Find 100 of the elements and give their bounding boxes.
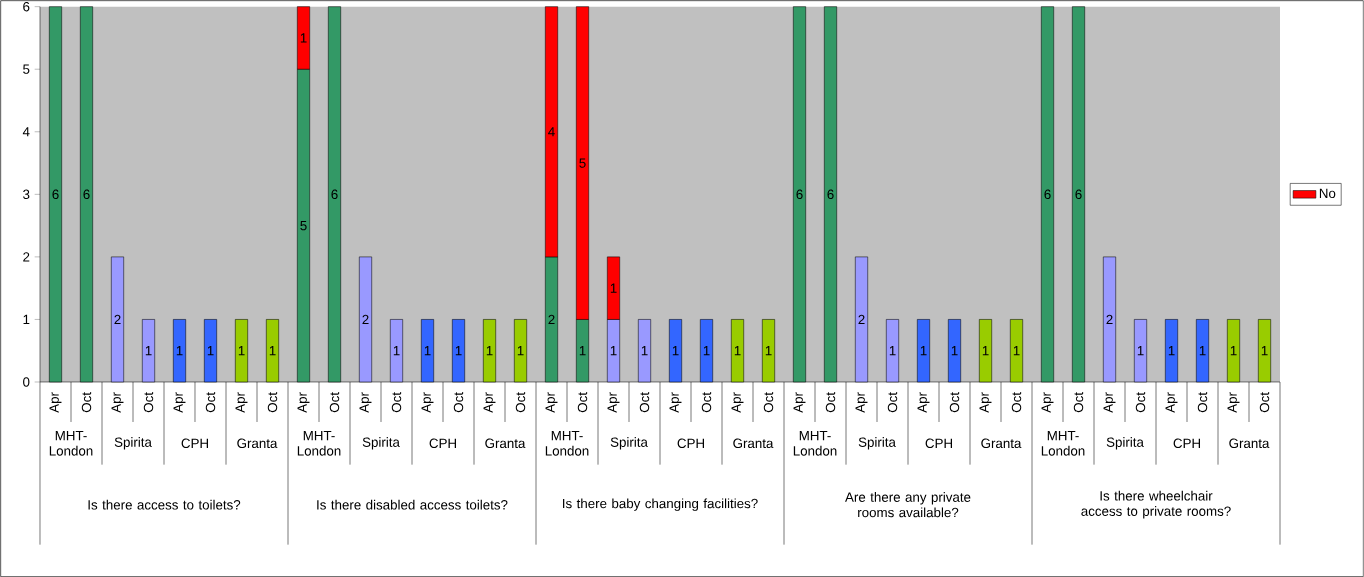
x-tick-label: Oct xyxy=(81,391,92,412)
data-label: 1 xyxy=(455,345,462,356)
text: MHT-London xyxy=(49,430,93,456)
text: CPH xyxy=(181,438,208,448)
x-tick-label: Oct xyxy=(205,391,216,412)
data-label: 2 xyxy=(1106,314,1113,324)
text: Is there wheelchair access to private rooms? xyxy=(1081,490,1231,519)
text: Is there baby changing facilities? xyxy=(563,498,758,511)
data-label: 1 xyxy=(517,345,524,356)
x-tick-label: Oct xyxy=(577,391,588,412)
data-label: 2 xyxy=(548,314,555,324)
y-tick-label: 4 xyxy=(22,127,30,137)
data-label: 1 xyxy=(393,345,400,356)
text: Granta xyxy=(981,438,1022,448)
data-label: 6 xyxy=(1075,189,1082,199)
x-tick-label: Oct xyxy=(1073,391,1084,412)
data-label: 6 xyxy=(796,189,803,199)
x-tick-label: Oct xyxy=(763,391,774,412)
data-label: 2 xyxy=(858,314,865,324)
x-tick-label: Apr xyxy=(111,392,124,413)
data-label: 1 xyxy=(238,345,245,356)
legend-label: No xyxy=(1319,188,1336,198)
x-tick-label: Apr xyxy=(669,392,682,413)
x-tick-label: Apr xyxy=(1165,392,1178,413)
text: MHT-London xyxy=(1041,430,1085,456)
data-label: 6 xyxy=(827,189,834,199)
text: Spirita xyxy=(858,436,896,450)
data-label: 5 xyxy=(579,158,586,168)
x-tick-label: Apr xyxy=(917,392,930,413)
x-tick-label: Apr xyxy=(173,392,186,413)
text: MHT-London xyxy=(793,430,837,456)
x-tick-label: Apr xyxy=(297,392,310,413)
x-tick-label: Apr xyxy=(1227,392,1240,413)
x-tick-label: Apr xyxy=(979,392,992,413)
data-label: 2 xyxy=(362,314,369,324)
x-tick-label: Oct xyxy=(825,391,836,412)
data-label: 6 xyxy=(331,189,338,199)
text: Spirita xyxy=(114,436,152,450)
text: Granta xyxy=(485,438,526,448)
text: Spirita xyxy=(362,436,400,450)
data-label: 1 xyxy=(486,345,493,356)
text: CPH xyxy=(1173,438,1201,448)
data-label: 1 xyxy=(1137,345,1144,356)
data-label: 1 xyxy=(641,345,648,356)
data-label: 1 xyxy=(1199,345,1206,356)
data-label: 1 xyxy=(269,345,276,356)
data-label: 1 xyxy=(424,345,431,356)
data-label: 1 xyxy=(176,345,183,356)
text: Are there any private rooms available? xyxy=(845,491,971,518)
y-tick-label: 0 xyxy=(23,377,30,387)
x-tick-label: Apr xyxy=(49,392,62,413)
y-tick-label: 3 xyxy=(23,189,30,199)
y-tick-label: 1 xyxy=(23,314,30,324)
data-label: 1 xyxy=(579,345,586,356)
data-label: 6 xyxy=(1044,189,1051,199)
text: Granta xyxy=(733,438,774,448)
x-tick-label: Apr xyxy=(607,392,620,413)
data-label: 1 xyxy=(610,283,617,293)
text: Is there access to toilets? xyxy=(88,499,241,510)
data-label: 1 xyxy=(1261,345,1268,356)
x-tick-label: Apr xyxy=(545,392,558,413)
y-tick-label: 5 xyxy=(23,64,30,74)
data-label: 1 xyxy=(703,345,710,356)
x-tick-label: Oct xyxy=(391,391,402,412)
text: MHT-London xyxy=(545,430,589,456)
x-tick-label: Oct xyxy=(1135,391,1146,412)
data-label: 1 xyxy=(207,345,214,356)
x-tick-label: Apr xyxy=(359,392,372,413)
data-label: 4 xyxy=(548,127,555,137)
x-tick-label: Oct xyxy=(267,391,278,412)
data-label: 6 xyxy=(52,189,59,199)
data-label: 2 xyxy=(114,314,121,324)
x-tick-label: Oct xyxy=(887,391,898,412)
data-label: 1 xyxy=(734,345,741,356)
data-label: 6 xyxy=(83,189,90,199)
data-label: 1 xyxy=(765,345,772,356)
x-tick-label: Apr xyxy=(855,392,868,413)
x-tick-label: Apr xyxy=(1041,392,1054,413)
data-label: 1 xyxy=(672,345,679,356)
data-label: 1 xyxy=(889,345,896,356)
text: CPH xyxy=(677,438,704,448)
x-tick-label: Apr xyxy=(235,392,248,413)
text: Granta xyxy=(237,438,278,448)
y-tick-label: 2 xyxy=(23,252,30,262)
data-label: 5 xyxy=(300,220,307,231)
x-tick-label: Apr xyxy=(793,392,806,413)
x-tick-label: Oct xyxy=(329,391,340,412)
data-label: 1 xyxy=(1230,345,1237,356)
data-label: 1 xyxy=(610,345,617,356)
text: CPH xyxy=(925,438,952,448)
data-label: 1 xyxy=(1168,345,1175,356)
x-tick-label: Oct xyxy=(515,391,526,412)
text: Spirita xyxy=(1106,436,1144,450)
x-tick-label: Oct xyxy=(143,391,154,412)
text: Is there disabled access toilets? xyxy=(317,499,508,510)
x-tick-label: Oct xyxy=(1259,391,1270,412)
data-label: 1 xyxy=(145,345,152,356)
x-tick-label: Apr xyxy=(1103,392,1116,413)
x-tick-label: Oct xyxy=(949,391,960,412)
x-tick-label: Apr xyxy=(421,392,434,413)
